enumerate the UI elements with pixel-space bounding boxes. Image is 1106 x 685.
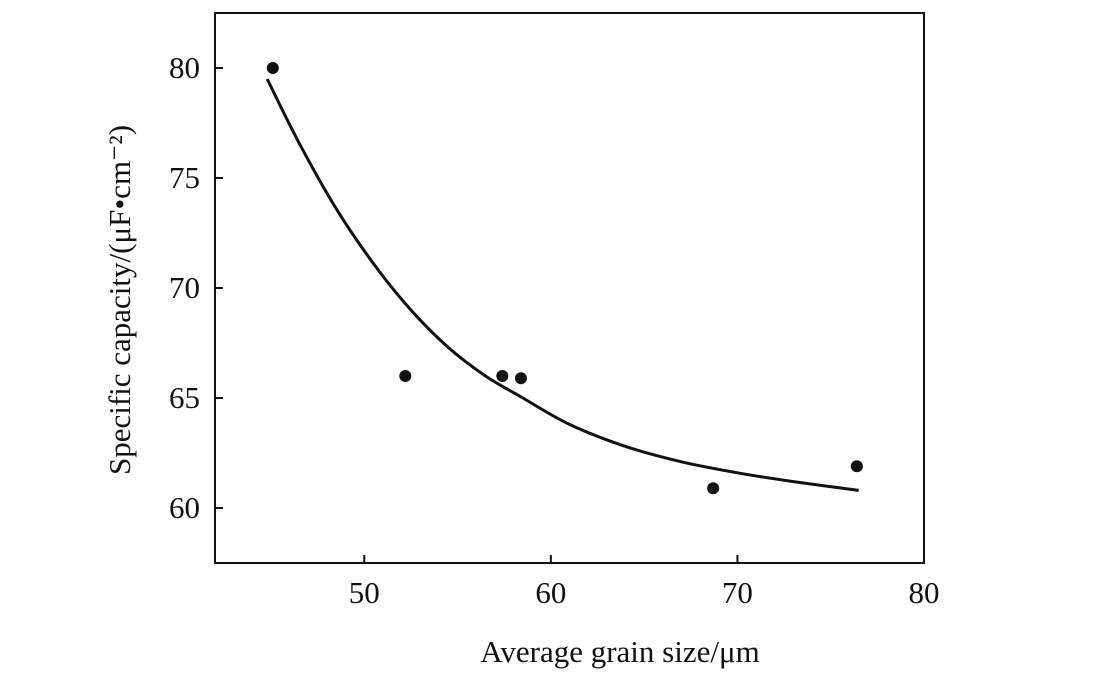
y-tick-label: 80 [169, 50, 200, 85]
y-tick-label: 70 [169, 270, 200, 305]
data-point [514, 372, 527, 385]
data-point [496, 370, 509, 382]
data-point [266, 62, 279, 74]
y-axis-title: Specific capacity/(μF•cm⁻²) [102, 125, 137, 475]
fit-curve [265, 78, 859, 492]
axis-ticks: 50 60 70 80 60 65 70 75 80 [169, 50, 940, 610]
fit-curve-layer [265, 78, 859, 492]
y-tick-label: 65 [169, 380, 200, 415]
x-tick-label: 70 [722, 575, 753, 610]
y-tick-label: 75 [169, 160, 200, 195]
data-point [399, 370, 412, 382]
x-tick-label: 60 [535, 575, 566, 610]
x-axis-title: Average grain size/μm [480, 634, 759, 669]
x-tick-label: 50 [349, 575, 380, 610]
data-points-layer [266, 62, 863, 495]
data-point [850, 460, 863, 473]
x-tick-label: 80 [909, 575, 940, 610]
plot-frame [214, 12, 925, 564]
data-point [707, 482, 720, 495]
y-tick-label: 60 [169, 490, 200, 525]
